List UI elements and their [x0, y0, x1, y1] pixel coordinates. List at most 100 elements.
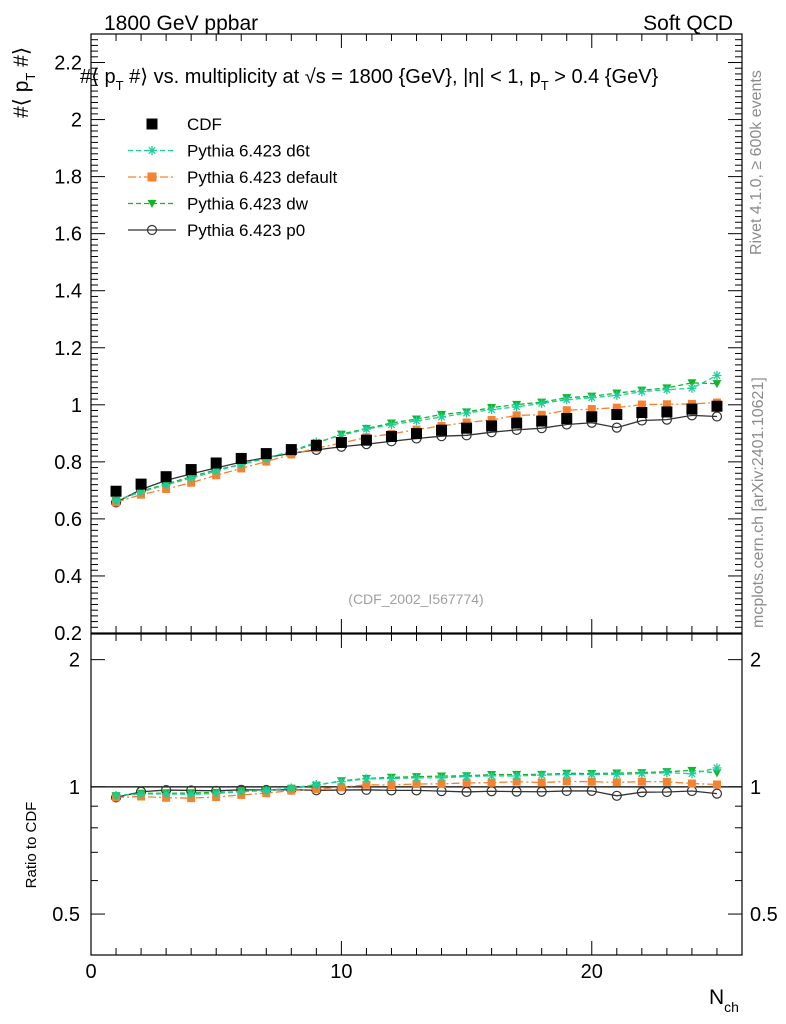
- point-d6t: [386, 420, 396, 430]
- star-stroke: [588, 770, 596, 779]
- star-stroke: [638, 769, 646, 778]
- star-stroke: [487, 406, 496, 414]
- ratio-point-p0: [611, 790, 622, 801]
- y-tick-label: 1: [71, 395, 82, 417]
- star-stroke: [148, 146, 156, 155]
- star-stroke: [688, 384, 696, 392]
- point-cdf: [411, 428, 422, 440]
- ratio-point-default: [387, 781, 396, 790]
- ratio-point-d6t: [637, 769, 647, 779]
- point-cdf: [235, 452, 247, 464]
- star-stroke: [588, 394, 596, 402]
- star-stroke: [437, 413, 446, 421]
- star-stroke: [538, 399, 546, 408]
- y-tick-label: 0.4: [54, 566, 82, 588]
- ratio-point-default: [612, 778, 621, 787]
- ratio-point-default: [337, 783, 346, 792]
- ratio-point-default: [412, 780, 421, 789]
- analysis-tag: (CDF_2002_I567774): [348, 591, 483, 607]
- ratio-point-p0: [661, 786, 672, 798]
- ratio-point-d6t: [261, 786, 271, 796]
- star-stroke: [412, 774, 421, 782]
- ratio-point-d6t: [487, 771, 497, 781]
- point-default: [487, 415, 496, 424]
- star-stroke: [713, 764, 721, 772]
- point-d6t: [637, 387, 647, 397]
- point-d6t: [512, 402, 522, 412]
- point-cdf: [461, 422, 473, 434]
- x-tick-label: 0: [85, 961, 96, 983]
- ratio-point-d6t: [662, 768, 672, 778]
- series-line-dw: [115, 382, 717, 502]
- star-stroke: [187, 790, 195, 799]
- legend-item-dw: Pythia 6.423 dw: [128, 195, 309, 214]
- ratio-point-p0: [586, 785, 597, 797]
- ratio-point-p0: [486, 786, 497, 797]
- point-default: [537, 410, 546, 419]
- point-d6t: [662, 385, 672, 395]
- star-stroke: [287, 784, 295, 792]
- point-d6t: [487, 405, 497, 415]
- ratio-point-default: [562, 777, 571, 786]
- point-d6t: [687, 383, 697, 393]
- star-stroke: [663, 769, 671, 777]
- point-cdf: [260, 448, 272, 460]
- ratio-point-default: [537, 778, 546, 787]
- point-default: [562, 406, 571, 415]
- ratio-point-default: [637, 777, 646, 786]
- point-d6t: [537, 398, 547, 408]
- legend-label-p0: Pythia 6.423 p0: [187, 221, 305, 240]
- ratio-point-d6t: [311, 780, 321, 790]
- y-tick-label: 2: [71, 110, 82, 132]
- ratio-point-d6t: [386, 774, 396, 784]
- legend-marker-default: [147, 172, 157, 182]
- ratio-point-default: [462, 778, 471, 787]
- ratio-y-tick-label-right: 1: [750, 777, 761, 799]
- ratio-point-default: [362, 780, 371, 789]
- legend-marker-cdf: [146, 118, 158, 130]
- star-stroke: [713, 371, 721, 380]
- ratio-point-default: [662, 777, 671, 786]
- legend-marker-d6t: [147, 146, 157, 155]
- point-default: [512, 411, 521, 420]
- main-panel-series: [110, 370, 723, 508]
- y-tick-label: 2.2: [54, 53, 82, 75]
- point-d6t: [161, 480, 171, 490]
- star-stroke: [563, 396, 571, 404]
- ratio-y-tick-label: 2: [69, 650, 80, 672]
- ratio-point-p0: [561, 785, 572, 797]
- legend-label-cdf: CDF: [187, 115, 222, 134]
- point-d6t: [186, 473, 196, 483]
- point-d6t: [612, 390, 622, 400]
- point-cdf: [611, 409, 623, 421]
- point-default: [587, 405, 596, 414]
- x-tick-label: 20: [581, 961, 603, 983]
- ratio-point-p0: [461, 786, 472, 798]
- ratio-point-d6t: [236, 787, 246, 797]
- point-cdf: [586, 411, 598, 423]
- point-cdf: [110, 485, 122, 497]
- y-tick-label: 1.4: [54, 281, 82, 303]
- legend-item-default: Pythia 6.423 default: [128, 168, 338, 187]
- star-stroke: [563, 770, 571, 779]
- legend: CDF Pythia 6.423 d6t Pythia 6.423 default P…: [128, 115, 338, 240]
- point-d6t: [562, 395, 572, 405]
- ratio-point-d6t: [186, 789, 196, 799]
- ratio-point-d6t: [687, 769, 697, 779]
- point-cdf: [436, 424, 448, 436]
- point-dw: [712, 380, 722, 389]
- point-cdf: [511, 417, 523, 429]
- y-tick-label: 0.6: [54, 509, 82, 531]
- point-cdf: [360, 434, 372, 446]
- point-cdf: [285, 444, 297, 456]
- star-stroke: [437, 774, 446, 782]
- ratio-y-tick-label: 1: [69, 777, 80, 799]
- rivet-version-label: Rivet 4.1.0, ≥ 600k events: [748, 70, 765, 255]
- point-cdf: [536, 415, 548, 427]
- star-stroke: [613, 770, 621, 779]
- ratio-point-d6t: [111, 790, 121, 800]
- ratio-point-p0: [511, 786, 522, 797]
- tick-labels: 0 10 20 0.2 0.4 0.6 0.8 1 1.2 1.4 1.6 1.8 2 2.2 0.5 0.5…: [52, 53, 778, 983]
- star-stroke: [513, 772, 521, 780]
- point-p0: [611, 422, 622, 433]
